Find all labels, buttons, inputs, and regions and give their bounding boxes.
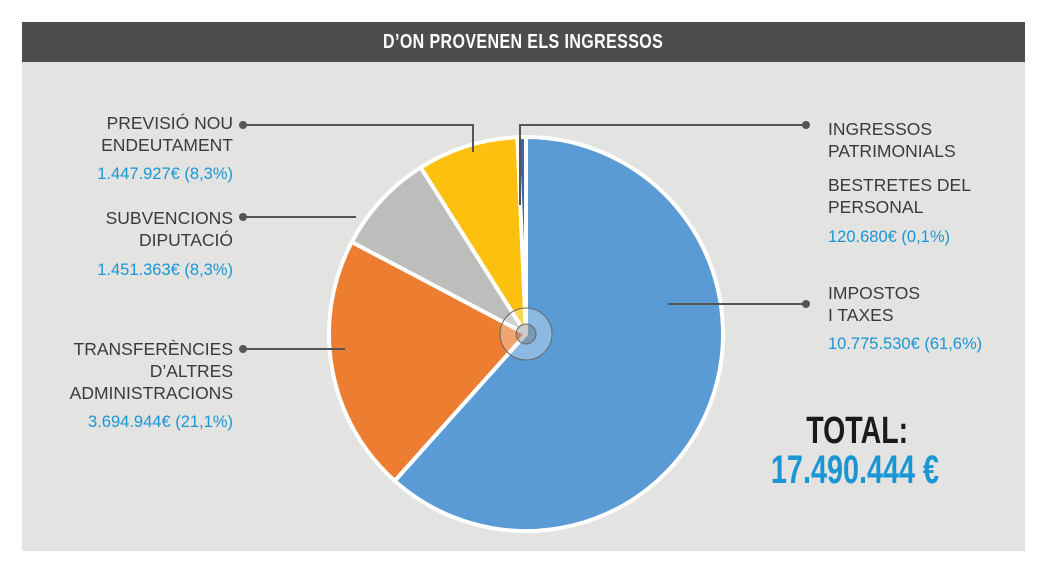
label-transferencies: TRANSFERÈNCIES D’ALTRES ADMINISTRACIONS (69, 339, 233, 403)
leader-previsio-dot (239, 121, 247, 129)
value-bestretes: 120.680€ (0,1%) (828, 228, 951, 246)
total-value: 17.490.444 € (770, 448, 940, 492)
leader-subvencions-dot (239, 213, 247, 221)
label-ingressos-patrimonials: INGRESSOS PATRIMONIALS (828, 119, 956, 161)
label-previsio: PREVISIÓ NOU ENDEUTAMENT (101, 113, 233, 155)
total-label: TOTAL: (806, 410, 909, 452)
center-ring-inner (515, 323, 537, 345)
label-impostos: IMPOSTOS I TAXES (828, 283, 921, 325)
chart-title-bar: D’ON PROVENEN ELS INGRESSOS (22, 22, 1025, 62)
pie-slice-transferencies (327, 239, 528, 483)
value-transferencies: 3.694.944€ (21,1%) (88, 413, 233, 431)
leader-ingressos-dot (802, 121, 810, 129)
leader-previsio-line (243, 124, 474, 152)
center-ring-outer (499, 307, 553, 361)
leader-transferencies-dot (239, 345, 247, 353)
value-previsio: 1.447.927€ (8,3%) (97, 165, 233, 183)
leader-ingressos-line (519, 124, 806, 205)
value-impostos: 10.775.530€ (61,6%) (828, 335, 983, 353)
pie-slice-impostos (392, 135, 725, 533)
label-bestretes: BESTRETES DEL PERSONAL (828, 175, 971, 217)
chart-title: D’ON PROVENEN ELS INGRESSOS (383, 31, 664, 53)
label-subvencions: SUBVENCIONS DIPUTACIÓ (105, 208, 233, 250)
value-subvencions: 1.451.363€ (8,3%) (97, 261, 233, 279)
leader-impostos-dot (802, 300, 810, 308)
